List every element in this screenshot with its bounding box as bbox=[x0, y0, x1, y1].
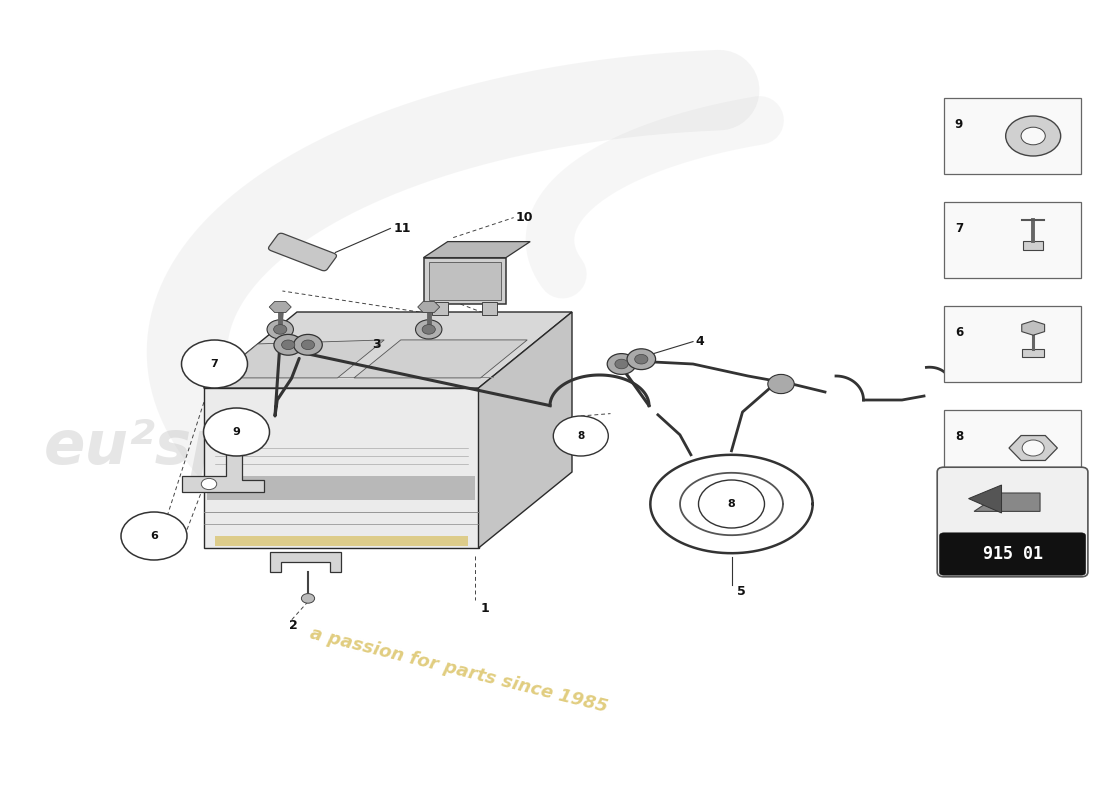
Bar bbox=[944, 98, 1081, 174]
Circle shape bbox=[201, 478, 217, 490]
Circle shape bbox=[422, 325, 436, 334]
Polygon shape bbox=[354, 340, 527, 378]
Polygon shape bbox=[975, 493, 1041, 511]
FancyBboxPatch shape bbox=[429, 262, 500, 300]
Bar bbox=[944, 306, 1081, 382]
Circle shape bbox=[301, 594, 315, 603]
Text: 7: 7 bbox=[955, 222, 962, 234]
Polygon shape bbox=[418, 302, 440, 313]
Circle shape bbox=[1021, 127, 1045, 145]
Circle shape bbox=[1005, 116, 1060, 156]
Bar bbox=[1022, 349, 1044, 357]
Circle shape bbox=[698, 480, 764, 528]
Circle shape bbox=[627, 349, 656, 370]
Text: 6: 6 bbox=[150, 531, 158, 541]
Text: 3: 3 bbox=[372, 338, 381, 351]
Circle shape bbox=[274, 325, 287, 334]
FancyBboxPatch shape bbox=[939, 533, 1086, 575]
Circle shape bbox=[301, 340, 315, 350]
Polygon shape bbox=[270, 302, 292, 313]
Text: 2: 2 bbox=[289, 619, 298, 632]
Polygon shape bbox=[207, 476, 475, 500]
Polygon shape bbox=[182, 452, 264, 492]
Polygon shape bbox=[968, 485, 1001, 513]
Text: 9: 9 bbox=[232, 427, 241, 437]
Polygon shape bbox=[1009, 435, 1057, 461]
Polygon shape bbox=[217, 340, 384, 378]
Text: 8: 8 bbox=[955, 430, 964, 442]
Bar bbox=[214, 536, 468, 546]
Text: 7: 7 bbox=[210, 359, 219, 369]
FancyBboxPatch shape bbox=[937, 467, 1088, 577]
Circle shape bbox=[768, 374, 794, 394]
Text: 915 01: 915 01 bbox=[982, 545, 1043, 563]
FancyBboxPatch shape bbox=[268, 234, 337, 270]
Text: 11: 11 bbox=[394, 222, 411, 235]
Bar bbox=[944, 202, 1081, 278]
Circle shape bbox=[182, 340, 248, 388]
Text: 8: 8 bbox=[578, 431, 584, 441]
Circle shape bbox=[121, 512, 187, 560]
Text: 5: 5 bbox=[737, 585, 746, 598]
Circle shape bbox=[267, 320, 294, 339]
Circle shape bbox=[553, 416, 608, 456]
Circle shape bbox=[416, 320, 442, 339]
Bar bbox=[1023, 241, 1043, 250]
Polygon shape bbox=[1022, 321, 1045, 335]
FancyBboxPatch shape bbox=[424, 258, 506, 304]
Bar bbox=[432, 302, 448, 315]
Circle shape bbox=[607, 354, 636, 374]
Bar bbox=[482, 302, 497, 315]
Text: 9: 9 bbox=[955, 118, 964, 130]
Text: 8: 8 bbox=[727, 499, 736, 509]
Polygon shape bbox=[270, 552, 341, 572]
Bar bbox=[944, 410, 1081, 486]
Text: 1: 1 bbox=[481, 602, 490, 614]
Circle shape bbox=[1022, 440, 1044, 456]
Text: 10: 10 bbox=[516, 211, 534, 224]
Polygon shape bbox=[424, 242, 530, 258]
Circle shape bbox=[294, 334, 322, 355]
Circle shape bbox=[282, 340, 295, 350]
Text: eu²spares: eu²spares bbox=[44, 418, 385, 477]
Circle shape bbox=[615, 359, 628, 369]
Text: 6: 6 bbox=[955, 326, 964, 338]
Text: 4: 4 bbox=[695, 335, 704, 348]
Circle shape bbox=[274, 334, 302, 355]
Circle shape bbox=[204, 408, 270, 456]
Polygon shape bbox=[204, 388, 478, 548]
Circle shape bbox=[635, 354, 648, 364]
Text: a passion for parts since 1985: a passion for parts since 1985 bbox=[308, 625, 609, 716]
Polygon shape bbox=[478, 312, 572, 548]
Polygon shape bbox=[204, 312, 572, 388]
